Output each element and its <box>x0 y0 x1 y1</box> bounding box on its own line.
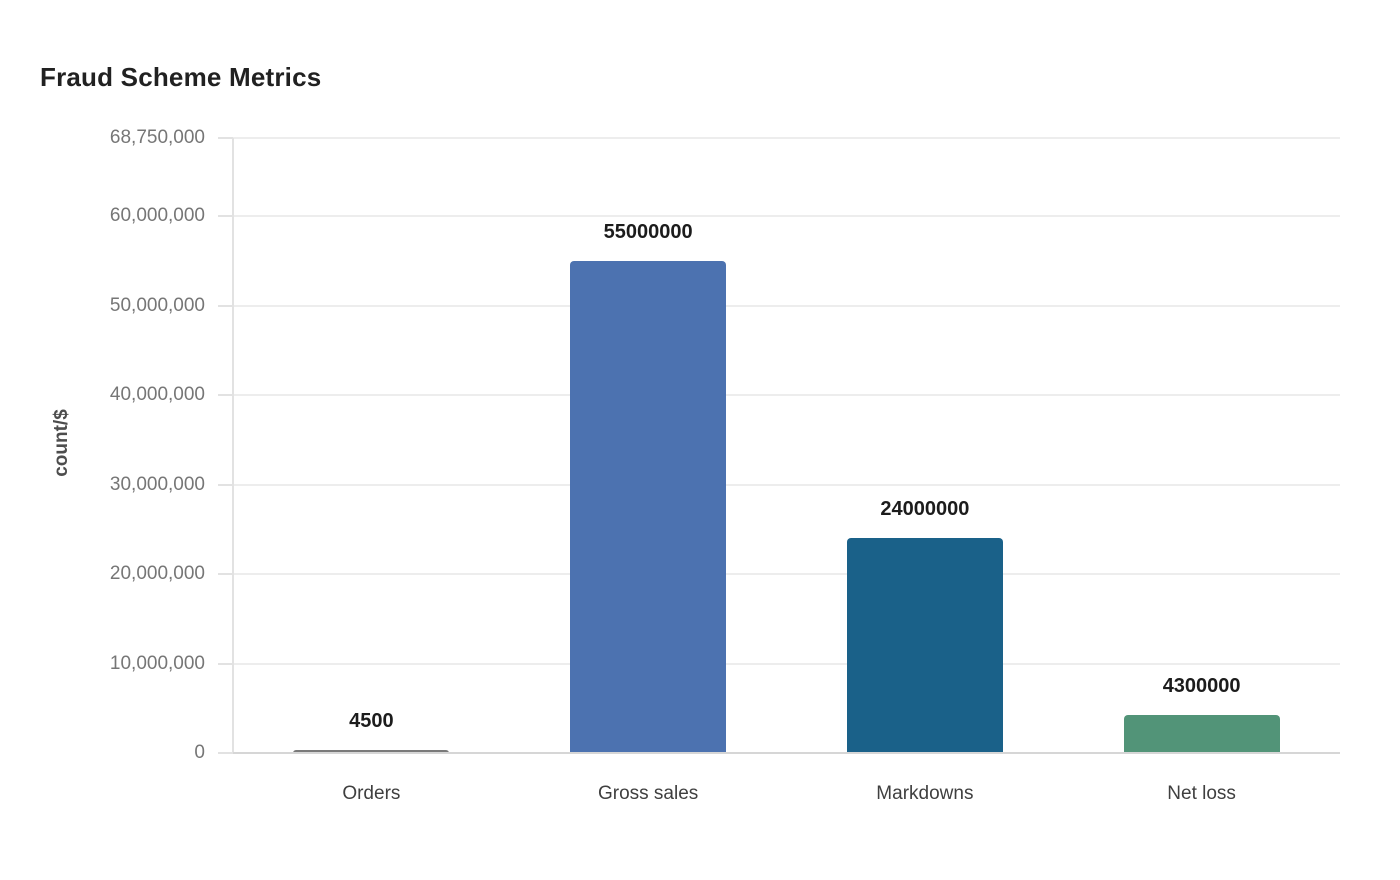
y-axis-line <box>232 138 234 753</box>
x-category-label: Net loss <box>1167 783 1236 804</box>
y-tick-label: 60,000,000 <box>109 205 205 227</box>
y-tick-mark <box>218 394 233 397</box>
bar-net-loss <box>1123 714 1280 753</box>
y-tick-label: 68,750,000 <box>109 127 205 148</box>
y-axis-title: count/$ <box>51 409 72 477</box>
gridline <box>233 215 1340 218</box>
bar-value-label: 24000000 <box>880 498 970 521</box>
y-tick-label: 40,000,000 <box>109 384 205 406</box>
gridline <box>233 394 1340 397</box>
chart-title: Fraud Scheme Metrics <box>40 62 322 92</box>
gridline <box>233 137 1340 139</box>
y-tick-label: 50,000,000 <box>109 294 205 316</box>
bar-value-label: 55000000 <box>603 221 693 243</box>
y-tick-label: 0 <box>194 742 205 763</box>
y-tick-label: 30,000,000 <box>109 473 205 495</box>
x-axis-line <box>233 752 1340 754</box>
gridline <box>233 483 1340 486</box>
gridline <box>233 304 1340 307</box>
x-category-label: Orders <box>342 783 401 804</box>
x-category-label: Markdowns <box>876 783 974 804</box>
y-tick-mark <box>218 573 233 576</box>
y-tick-mark <box>218 662 233 665</box>
gridline <box>233 573 1340 576</box>
y-tick-mark <box>218 137 233 139</box>
bar-gross-sales <box>570 261 727 753</box>
bar-value-label: 4500 <box>349 710 394 732</box>
bar-orders <box>293 750 450 753</box>
gridline <box>233 662 1340 665</box>
y-tick-mark <box>218 215 233 218</box>
x-category-label: Gross sales <box>597 783 699 804</box>
y-tick-label: 20,000,000 <box>109 563 205 585</box>
bar-markdowns <box>846 538 1003 753</box>
bar-value-label: 4300000 <box>1162 674 1241 697</box>
y-tick-mark <box>218 483 233 486</box>
y-tick-mark <box>218 304 233 307</box>
y-tick-mark <box>218 752 233 754</box>
y-tick-label: 10,000,000 <box>109 652 205 674</box>
